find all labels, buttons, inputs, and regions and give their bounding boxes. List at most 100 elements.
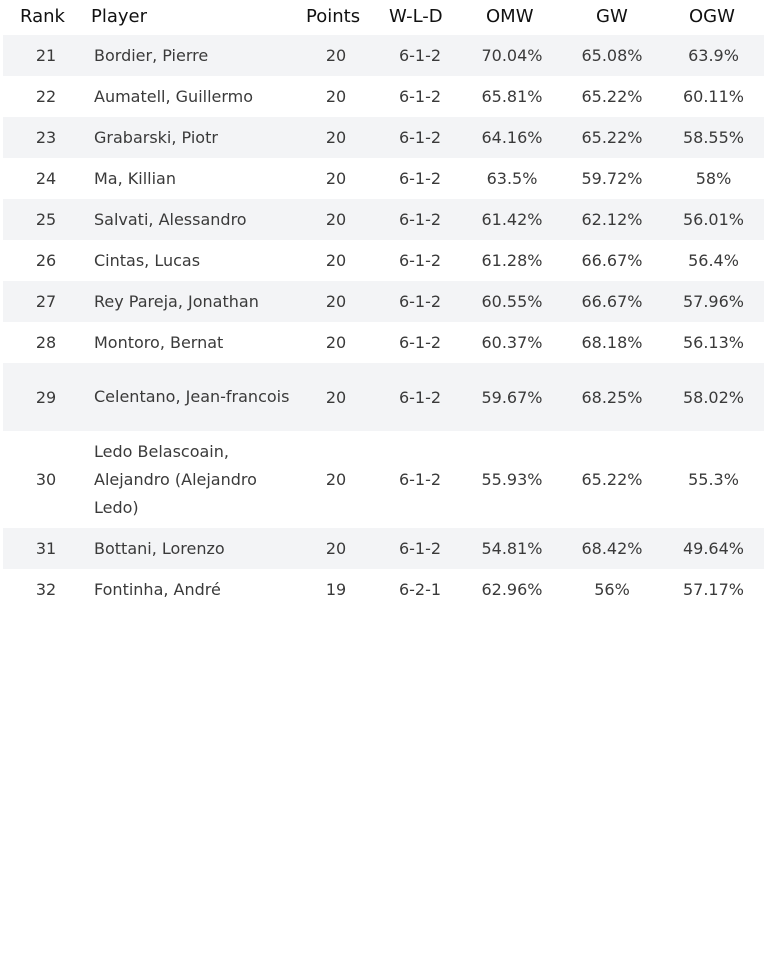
cell-omw: 55.93%	[481, 470, 543, 489]
cell-points: 20	[325, 387, 347, 407]
cell-wld: 6-1-2	[398, 87, 442, 106]
cell-points: 20	[325, 251, 347, 270]
header-points: Points	[306, 6, 361, 27]
cell-gw: 65.08%	[581, 46, 643, 65]
cell-player: Fontinha, André	[94, 579, 221, 599]
cell-ogw: 55.3%	[688, 470, 739, 489]
cell-rank: 30	[35, 470, 57, 489]
table-row: 23 Grabarski, Piotr 20 6-1-2 64.16% 65.22% 58.…	[3, 117, 764, 158]
cell-rank: 22	[35, 87, 57, 106]
cell-points: 20	[325, 210, 347, 229]
cell-gw: 59.72%	[581, 169, 643, 188]
table-row: 29 Celentano, Jean-francois 20 6-1-2 59.67% 6…	[3, 363, 764, 431]
cell-ogw: 57.96%	[682, 292, 744, 311]
cell-omw: 54.81%	[481, 539, 543, 558]
cell-omw: 62.96%	[481, 580, 543, 599]
cell-omw: 70.04%	[481, 46, 543, 65]
cell-wld: 6-1-2	[398, 169, 442, 188]
cell-wld: 6-2-1	[398, 580, 442, 599]
cell-omw: 65.81%	[481, 87, 543, 106]
cell-omw: 60.37%	[481, 333, 543, 352]
cell-rank: 26	[35, 251, 57, 270]
cell-player: Cintas, Lucas	[94, 250, 201, 270]
cell-omw: 63.5%	[486, 169, 538, 188]
cell-rank: 24	[35, 169, 57, 188]
cell-points: 20	[325, 539, 347, 558]
cell-ogw: 58.55%	[682, 128, 744, 147]
cell-omw: 64.16%	[481, 128, 543, 147]
header-player: Player	[91, 6, 148, 27]
cell-wld: 6-1-2	[398, 46, 442, 65]
cell-player: Celentano, Jean-francois	[94, 387, 290, 406]
cell-player: Rey Pareja, Jonathan	[94, 291, 259, 311]
cell-gw: 65.22%	[581, 470, 643, 489]
cell-rank: 32	[35, 580, 57, 599]
header-rank: Rank	[20, 6, 65, 27]
table-row: 24 Ma, Killian 20 6-1-2 63.5% 59.72% 58%	[3, 158, 764, 199]
cell-gw: 62.12%	[581, 210, 643, 229]
cell-points: 20	[325, 470, 347, 489]
table-header: Rank Player Points W-L-D OMW GW OGW	[0, 0, 768, 35]
cell-wld: 6-1-2	[398, 292, 442, 311]
cell-gw: 68.25%	[581, 387, 643, 407]
cell-ogw: 58%	[695, 169, 732, 188]
cell-ogw: 58.02%	[682, 387, 744, 407]
cell-points: 20	[325, 169, 347, 188]
header-gw: GW	[596, 6, 628, 27]
cell-omw: 61.42%	[481, 210, 543, 229]
table-row: 22 Aumatell, Guillermo 20 6-1-2 65.81% 65.22%…	[3, 76, 764, 117]
cell-player: Aumatell, Guillermo	[94, 86, 254, 106]
table-row: 32 Fontinha, André 19 6-2-1 62.96% 56% 57.17%	[3, 569, 764, 610]
cell-ogw: 56.01%	[682, 210, 744, 229]
cell-gw: 65.22%	[581, 87, 643, 106]
cell-gw: 65.22%	[581, 128, 643, 147]
cell-rank: 23	[35, 128, 57, 147]
cell-ogw: 49.64%	[682, 539, 744, 558]
cell-rank: 27	[35, 292, 57, 311]
table-row: 25 Salvati, Alessandro 20 6-1-2 61.42% 62.12%…	[3, 199, 764, 240]
cell-wld: 6-1-2	[398, 210, 442, 229]
standings-table: Rank Player Points W-L-D OMW GW OGW 21 Bo…	[0, 0, 768, 599]
table-row: 31 Bottani, Lorenzo 20 6-1-2 54.81% 68.42% 49.…	[3, 528, 764, 569]
cell-gw: 68.18%	[581, 333, 643, 352]
cell-player: Bordier, Pierre	[94, 45, 209, 65]
cell-player: Ledo Belascoain, Alejandro (Alejandro Le…	[94, 441, 257, 517]
cell-player: Montoro, Bernat	[94, 332, 224, 352]
table-row: 26 Cintas, Lucas 20 6-1-2 61.28% 66.67% 56.4%	[3, 240, 764, 281]
cell-rank: 28	[35, 333, 57, 352]
cell-player: Salvati, Alessandro	[94, 209, 247, 229]
table-row: 30 Ledo Belascoain, Alejandro (Alejandro …	[3, 431, 764, 528]
cell-player: Ma, Killian	[94, 168, 176, 188]
cell-ogw: 60.11%	[682, 87, 744, 106]
cell-wld: 6-1-2	[398, 251, 442, 270]
cell-points: 20	[325, 128, 347, 147]
cell-wld: 6-1-2	[398, 333, 442, 352]
cell-ogw: 56.4%	[688, 251, 739, 270]
cell-omw: 59.67%	[481, 387, 543, 407]
cell-wld: 6-1-2	[398, 128, 442, 147]
cell-rank: 31	[35, 539, 57, 558]
cell-wld: 6-1-2	[398, 539, 442, 558]
cell-player: Grabarski, Piotr	[94, 127, 218, 147]
cell-ogw: 63.9%	[688, 46, 739, 65]
table-row: 27 Rey Pareja, Jonathan 20 6-1-2 60.55% 66.67…	[3, 281, 764, 322]
cell-omw: 61.28%	[481, 251, 543, 270]
cell-omw: 60.55%	[481, 292, 543, 311]
cell-gw: 68.42%	[581, 539, 643, 558]
cell-player: Bottani, Lorenzo	[94, 538, 225, 558]
table-row: 21 Bordier, Pierre 20 6-1-2 70.04% 65.08% 63.9…	[3, 35, 764, 76]
cell-gw: 56%	[594, 580, 630, 599]
cell-wld: 6-1-2	[398, 387, 442, 407]
cell-points: 19	[325, 580, 347, 599]
cell-wld: 6-1-2	[398, 470, 442, 489]
cell-points: 20	[325, 292, 347, 311]
header-ogw: OGW	[689, 6, 735, 27]
cell-rank: 25	[35, 210, 57, 229]
cell-gw: 66.67%	[581, 292, 643, 311]
cell-gw: 66.67%	[581, 251, 643, 270]
header-omw: OMW	[486, 6, 534, 27]
cell-ogw: 56.13%	[682, 333, 744, 352]
cell-points: 20	[325, 87, 347, 106]
header-wld: W-L-D	[389, 6, 443, 27]
cell-points: 20	[325, 46, 347, 65]
